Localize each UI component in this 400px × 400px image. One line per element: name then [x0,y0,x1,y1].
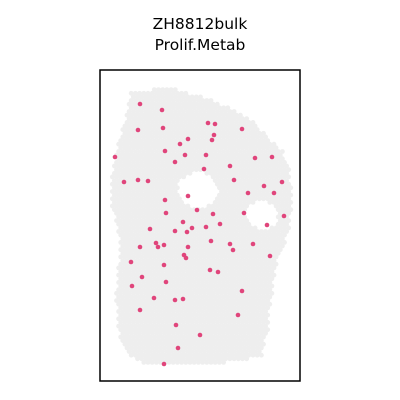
plot-frame [99,69,301,382]
data-point-10 [177,141,183,147]
chart-title: ZH8812bulk Prolif.Metab [0,14,400,56]
data-point-0 [137,101,143,107]
data-point-49 [185,244,191,250]
data-point-66 [137,307,143,313]
data-point-37 [172,228,178,234]
data-point-36 [180,219,186,225]
data-point-54 [128,259,134,265]
data-point-63 [172,297,178,303]
data-point-8 [209,137,215,143]
data-point-46 [208,238,214,244]
highlighted-spots [112,101,287,367]
data-point-11 [162,148,168,154]
data-point-31 [163,210,169,216]
data-point-1 [159,107,165,113]
data-point-21 [135,177,141,183]
data-point-51 [230,247,236,253]
data-point-16 [269,154,275,160]
data-point-44 [153,240,159,246]
data-point-34 [194,207,200,213]
chart-title-line-1: ZH8812bulk [152,15,248,33]
data-point-30 [241,210,247,216]
data-point-45 [155,244,161,250]
data-point-68 [173,322,179,328]
data-point-23 [231,177,237,183]
data-point-62 [239,288,245,294]
data-point-57 [267,253,273,259]
data-point-59 [139,274,145,280]
data-point-32 [281,213,287,219]
data-point-38 [147,226,153,232]
data-point-35 [217,221,223,227]
data-point-61 [163,279,169,285]
data-point-3 [212,121,218,127]
data-point-70 [161,361,167,367]
data-point-28 [185,193,191,199]
data-point-65 [151,295,157,301]
data-point-2 [205,120,211,126]
chart-title-line-2: Prolif.Metab [154,36,246,54]
data-point-42 [184,229,190,235]
data-point-12 [182,152,188,158]
data-point-6 [239,126,245,132]
data-point-55 [161,262,167,268]
data-point-13 [203,152,209,158]
data-point-48 [227,241,233,247]
data-point-5 [135,127,141,133]
data-point-14 [112,154,118,160]
data-point-53 [207,267,213,273]
data-point-41 [137,244,143,250]
data-point-19 [201,166,207,172]
data-point-17 [172,159,178,165]
data-point-24 [279,179,285,185]
data-point-60 [129,283,135,289]
data-point-25 [261,183,267,189]
tissue-background [109,87,294,365]
data-point-20 [121,179,127,185]
data-point-15 [252,155,258,161]
data-point-40 [189,225,195,231]
data-point-56 [183,255,189,261]
data-point-64 [180,296,186,302]
data-point-43 [264,222,270,228]
data-point-4 [160,125,166,131]
data-point-58 [215,269,221,275]
data-point-71 [197,332,203,338]
data-point-33 [210,211,216,217]
data-point-67 [235,312,241,318]
data-point-39 [203,224,209,230]
data-point-22 [145,178,151,184]
data-point-50 [250,241,256,247]
data-point-47 [161,242,167,248]
data-point-69 [175,345,181,351]
data-point-9 [185,136,191,142]
data-point-18 [227,163,233,169]
data-point-26 [245,190,251,196]
data-point-7 [211,132,217,138]
data-point-29 [162,197,168,203]
data-point-27 [271,190,277,196]
